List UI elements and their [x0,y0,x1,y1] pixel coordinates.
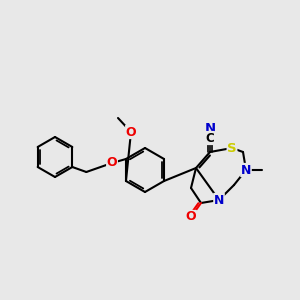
Text: O: O [126,125,136,139]
Text: N: N [204,122,216,136]
Text: C: C [206,131,214,145]
Text: N: N [241,164,251,176]
Text: O: O [186,211,196,224]
Text: N: N [214,194,224,206]
Text: S: S [227,142,237,154]
Text: O: O [107,157,117,169]
